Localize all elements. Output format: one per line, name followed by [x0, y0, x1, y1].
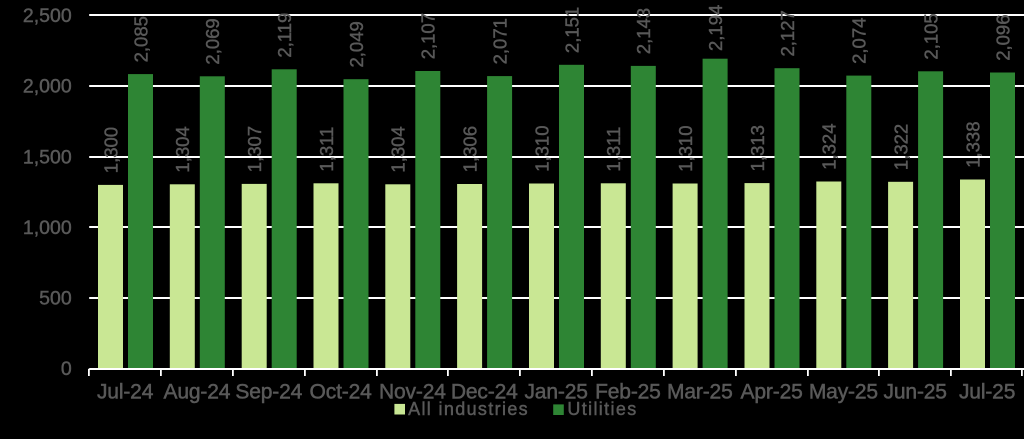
svg-text:1,310: 1,310 — [531, 126, 552, 172]
svg-text:Apr-25: Apr-25 — [741, 380, 803, 403]
svg-text:1,322: 1,322 — [890, 124, 911, 170]
svg-text:2,000: 2,000 — [23, 76, 72, 98]
svg-text:1,338: 1,338 — [962, 122, 983, 168]
svg-text:2,096: 2,096 — [992, 15, 1013, 61]
svg-text:Feb-25: Feb-25 — [595, 380, 661, 403]
svg-text:Mar-25: Mar-25 — [667, 380, 733, 403]
svg-text:1,500: 1,500 — [23, 146, 72, 168]
svg-text:1,304: 1,304 — [388, 126, 409, 172]
svg-text:1,310: 1,310 — [675, 126, 696, 172]
svg-text:1,311: 1,311 — [316, 127, 337, 172]
svg-text:Jan-25: Jan-25 — [524, 380, 587, 403]
svg-text:1,307: 1,307 — [244, 126, 265, 172]
svg-text:1,304: 1,304 — [172, 126, 193, 172]
svg-text:2,151: 2,151 — [561, 7, 582, 53]
svg-text:2,049: 2,049 — [346, 21, 367, 67]
svg-text:0: 0 — [61, 358, 72, 380]
svg-text:2,127: 2,127 — [777, 10, 798, 56]
svg-text:Jul-24: Jul-24 — [97, 380, 154, 403]
svg-text:Jun-25: Jun-25 — [884, 380, 947, 403]
svg-text:2,074: 2,074 — [849, 18, 870, 64]
svg-text:All industries: All industries — [408, 399, 529, 419]
svg-text:2,119: 2,119 — [274, 13, 295, 58]
svg-text:Utilities: Utilities — [567, 399, 637, 419]
svg-text:2,194: 2,194 — [705, 5, 726, 51]
svg-text:1,300: 1,300 — [100, 127, 121, 173]
svg-text:May-25: May-25 — [809, 380, 878, 403]
svg-text:Sep-24: Sep-24 — [235, 380, 302, 403]
svg-text:Aug-24: Aug-24 — [163, 380, 230, 403]
svg-text:2,500: 2,500 — [23, 5, 72, 27]
svg-text:1,311: 1,311 — [603, 127, 624, 172]
svg-text:2,107: 2,107 — [418, 13, 439, 59]
svg-text:Oct-24: Oct-24 — [310, 380, 373, 403]
svg-text:Nov-24: Nov-24 — [379, 380, 446, 403]
svg-text:1,000: 1,000 — [23, 217, 72, 239]
svg-text:1,324: 1,324 — [819, 124, 840, 170]
svg-text:2,105: 2,105 — [920, 13, 941, 59]
svg-text:500: 500 — [39, 287, 72, 309]
svg-text:Dec-24: Dec-24 — [451, 380, 518, 403]
svg-text:Jul-25: Jul-25 — [959, 380, 1015, 403]
svg-text:1,313: 1,313 — [747, 125, 768, 171]
svg-text:2,143: 2,143 — [633, 8, 654, 54]
svg-text:1,306: 1,306 — [459, 126, 480, 172]
svg-text:2,085: 2,085 — [130, 16, 151, 62]
svg-text:2,069: 2,069 — [202, 18, 223, 64]
svg-text:2,071: 2,071 — [489, 18, 510, 64]
